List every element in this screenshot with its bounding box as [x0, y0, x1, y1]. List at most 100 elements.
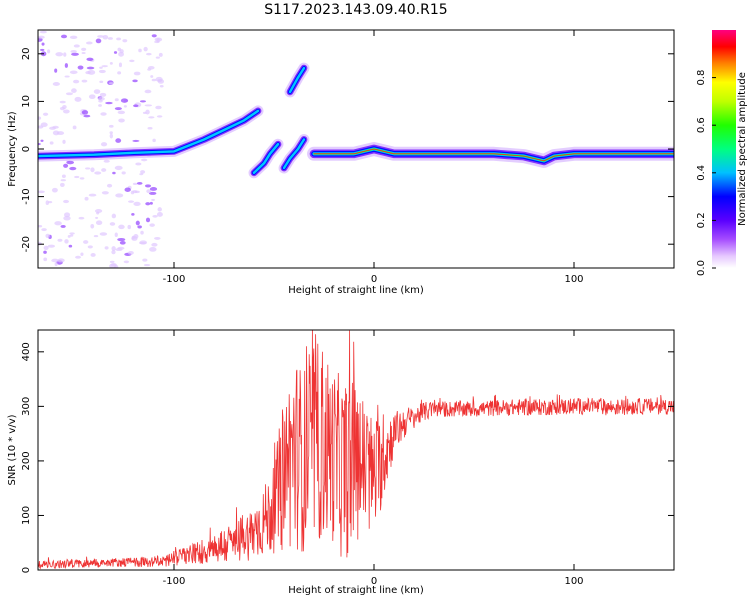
- noise-speckle: [159, 85, 164, 88]
- noise-speckle: [48, 200, 53, 204]
- noise-speckle: [109, 260, 115, 263]
- noise-speckle: [68, 244, 73, 248]
- noise-speckle: [85, 167, 91, 170]
- noise-speckle: [90, 223, 95, 229]
- noise-speckle: [155, 105, 162, 110]
- noise-speckle: [45, 200, 49, 206]
- noise-speckle: [57, 258, 65, 263]
- x-tick-label: 100: [564, 274, 583, 285]
- noise-speckle: [81, 79, 88, 83]
- noise-speckle: [118, 224, 125, 230]
- snr-axes: -100 0 100 0 100 200 300 400: [21, 330, 674, 587]
- noise-speckle: [151, 34, 157, 38]
- noise-speckle: [151, 198, 155, 201]
- noise-speckle: [101, 65, 108, 68]
- noise-speckle: [155, 56, 160, 59]
- noise-speckle: [95, 220, 103, 226]
- noise-speckle: [81, 52, 86, 55]
- noise-speckle: [100, 142, 108, 147]
- noise-speckle: [54, 221, 62, 226]
- noise-speckle: [55, 52, 64, 57]
- noise-speckle: [98, 104, 102, 107]
- noise-speckle: [73, 44, 80, 48]
- noise-speckle: [131, 235, 135, 240]
- spectrogram-marks: [38, 30, 674, 268]
- y-tick-label: 100: [21, 506, 32, 525]
- noise-speckle: [93, 89, 101, 94]
- noise-speckle: [135, 162, 142, 166]
- noise-speckle: [104, 246, 109, 250]
- spectral-track-0: [38, 109, 260, 158]
- noise-speckle: [83, 114, 91, 118]
- noise-speckle: [146, 52, 152, 56]
- noise-speckle: [131, 212, 135, 216]
- noise-speckle: [83, 240, 89, 244]
- noise-speckle: [137, 225, 142, 229]
- colorbar: 0.0 0.2 0.4 0.6 0.8 Normalized spectral ampl…: [696, 30, 748, 276]
- noise-speckle: [116, 37, 122, 41]
- noise-speckle: [118, 118, 125, 123]
- noise-speckle: [109, 222, 116, 226]
- noise-speckle: [52, 125, 59, 129]
- noise-speckle: [139, 240, 148, 245]
- noise-speckle: [71, 52, 79, 56]
- snr-xlabel: Height of straight line (km): [288, 585, 424, 596]
- noise-speckle: [151, 242, 158, 247]
- noise-speckle: [39, 30, 47, 34]
- noise-speckle: [78, 216, 85, 220]
- noise-speckle: [108, 82, 114, 85]
- noise-speckle: [54, 262, 58, 267]
- noise-speckle: [38, 190, 45, 194]
- noise-speckle: [149, 201, 153, 205]
- noise-speckle: [97, 35, 104, 38]
- colorbar-tick-label: 0.8: [696, 70, 707, 86]
- snr-marks: [38, 330, 674, 570]
- noise-speckle: [99, 232, 108, 236]
- noise-speckle: [158, 52, 163, 57]
- noise-speckle: [100, 112, 107, 116]
- noise-speckle: [132, 79, 138, 83]
- noise-speckle: [133, 71, 141, 76]
- noise-speckle: [73, 79, 80, 84]
- noise-speckle: [38, 225, 43, 228]
- noise-speckle: [111, 250, 116, 255]
- noise-speckle: [101, 168, 107, 172]
- noise-speckle: [61, 174, 66, 178]
- noise-speckle: [135, 220, 140, 226]
- noise-speckle: [152, 138, 156, 143]
- noise-speckle: [148, 191, 157, 195]
- noise-speckle: [115, 193, 124, 198]
- noise-speckle: [51, 258, 59, 263]
- noise-speckle: [147, 68, 152, 71]
- noise-speckle: [144, 89, 152, 94]
- noise-speckle: [62, 139, 66, 144]
- noise-speckle: [95, 38, 102, 44]
- noise-speckle: [90, 253, 96, 257]
- noise-speckle: [106, 183, 113, 188]
- noise-speckle: [118, 62, 123, 68]
- noise-speckle: [101, 191, 109, 195]
- colorbar-ticks: 0.0 0.2 0.4 0.6 0.8: [696, 70, 716, 276]
- noise-speckle: [66, 160, 75, 165]
- noise-speckle: [65, 92, 73, 96]
- y-tick-label: 10: [21, 95, 32, 108]
- noise-speckle: [42, 112, 49, 116]
- noise-speckle: [74, 175, 80, 179]
- noise-speckle: [123, 105, 127, 108]
- noise-speckle: [40, 48, 45, 51]
- noise-speckle: [38, 241, 43, 246]
- snr-panel: -100 0 100 0 100 200 300 400 Height of straight…: [7, 329, 675, 596]
- noise-speckle: [133, 104, 139, 108]
- noise-speckle: [144, 104, 153, 107]
- noise-speckle: [45, 233, 50, 238]
- noise-speckle: [94, 171, 102, 175]
- noise-speckle: [74, 96, 82, 102]
- noise-speckle: [157, 79, 163, 82]
- noise-speckle: [132, 190, 138, 194]
- noise-speckle: [145, 109, 150, 115]
- noise-speckle: [114, 98, 119, 102]
- y-tick-label: 0: [21, 146, 32, 152]
- noise-speckle: [109, 131, 113, 135]
- noise-speckle: [64, 63, 68, 68]
- noise-speckle: [143, 263, 151, 267]
